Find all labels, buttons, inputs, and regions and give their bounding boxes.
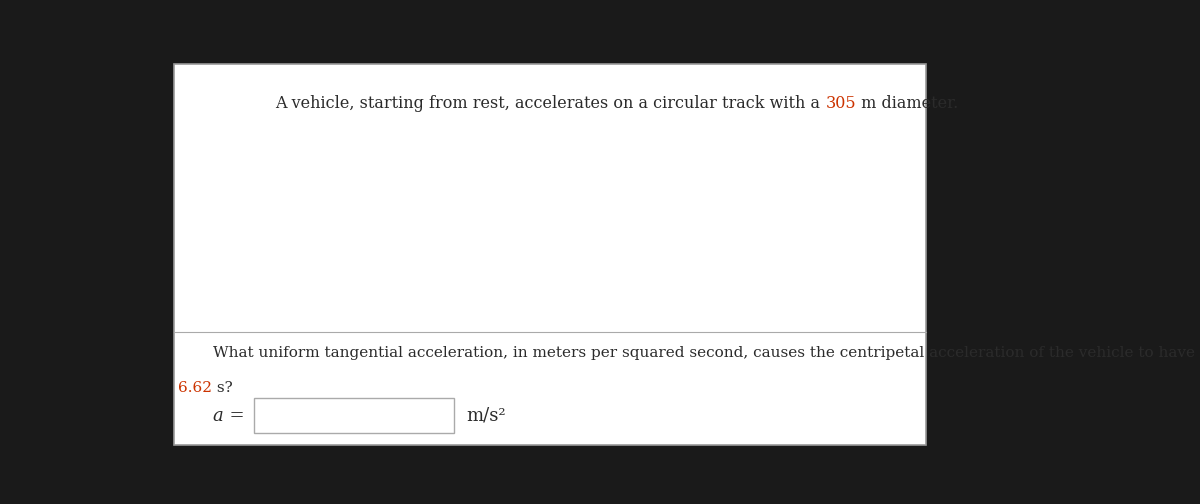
- Text: A vehicle, starting from rest, accelerates on a circular track with a: A vehicle, starting from rest, accelerat…: [276, 95, 826, 112]
- Text: 6.62: 6.62: [178, 381, 212, 395]
- FancyBboxPatch shape: [254, 398, 454, 433]
- Text: m/s²: m/s²: [467, 407, 506, 424]
- Text: m diameter.: m diameter.: [857, 95, 959, 112]
- Text: 305: 305: [826, 95, 857, 112]
- FancyBboxPatch shape: [174, 65, 925, 445]
- Text: a =: a =: [214, 407, 245, 424]
- Text: What uniform tangential acceleration, in meters per squared second, causes the c: What uniform tangential acceleration, in…: [214, 346, 1200, 360]
- Text: s?: s?: [212, 381, 233, 395]
